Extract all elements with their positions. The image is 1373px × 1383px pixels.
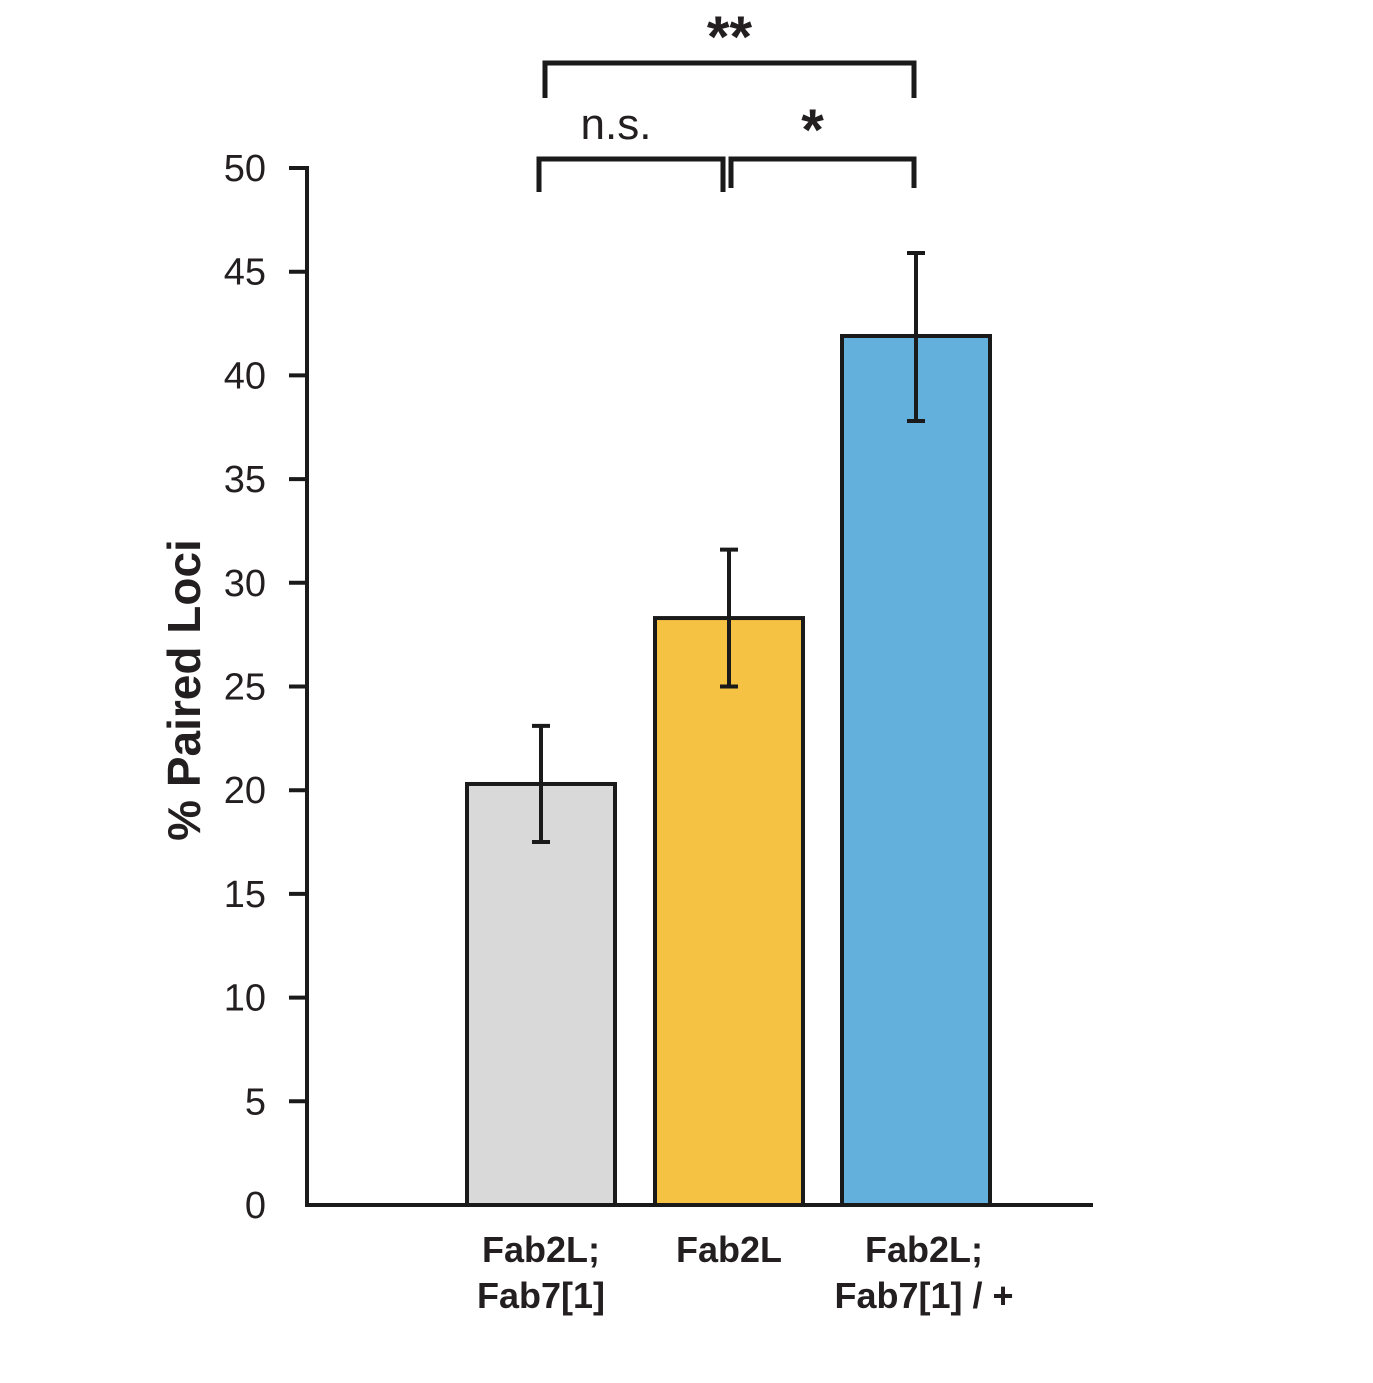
significance-label: ** xyxy=(707,5,753,70)
x-tick-label: Fab2L xyxy=(676,1229,782,1270)
bar xyxy=(653,616,805,1207)
x-tick-label: Fab2L; xyxy=(865,1229,983,1270)
y-tick-label: 35 xyxy=(224,459,266,501)
x-tick-label: Fab7[1] / + xyxy=(834,1275,1013,1316)
bar xyxy=(840,333,992,1207)
bar xyxy=(465,781,617,1208)
y-tick-label: 10 xyxy=(224,978,266,1020)
significance-bracket xyxy=(542,60,917,98)
y-axis-label: % Paired Loci xyxy=(158,539,210,841)
y-tick-label: 25 xyxy=(224,667,266,709)
y-tick-label: 45 xyxy=(224,252,266,294)
y-tick-label: 15 xyxy=(224,874,266,916)
x-tick-label: Fab2L; xyxy=(482,1229,600,1270)
y-tick-label: 40 xyxy=(224,355,266,397)
significance-bracket xyxy=(728,156,917,188)
y-tick-label: 30 xyxy=(224,563,266,605)
y-tick-label: 20 xyxy=(224,770,266,812)
significance-label: * xyxy=(801,98,824,163)
y-tick-label: 0 xyxy=(245,1185,266,1227)
significance-bracket xyxy=(536,156,726,192)
significance-label: n.s. xyxy=(581,100,652,149)
y-tick-label: 5 xyxy=(245,1081,266,1123)
y-tick-label: 50 xyxy=(224,148,266,190)
x-tick-label: Fab7[1] xyxy=(477,1275,605,1316)
